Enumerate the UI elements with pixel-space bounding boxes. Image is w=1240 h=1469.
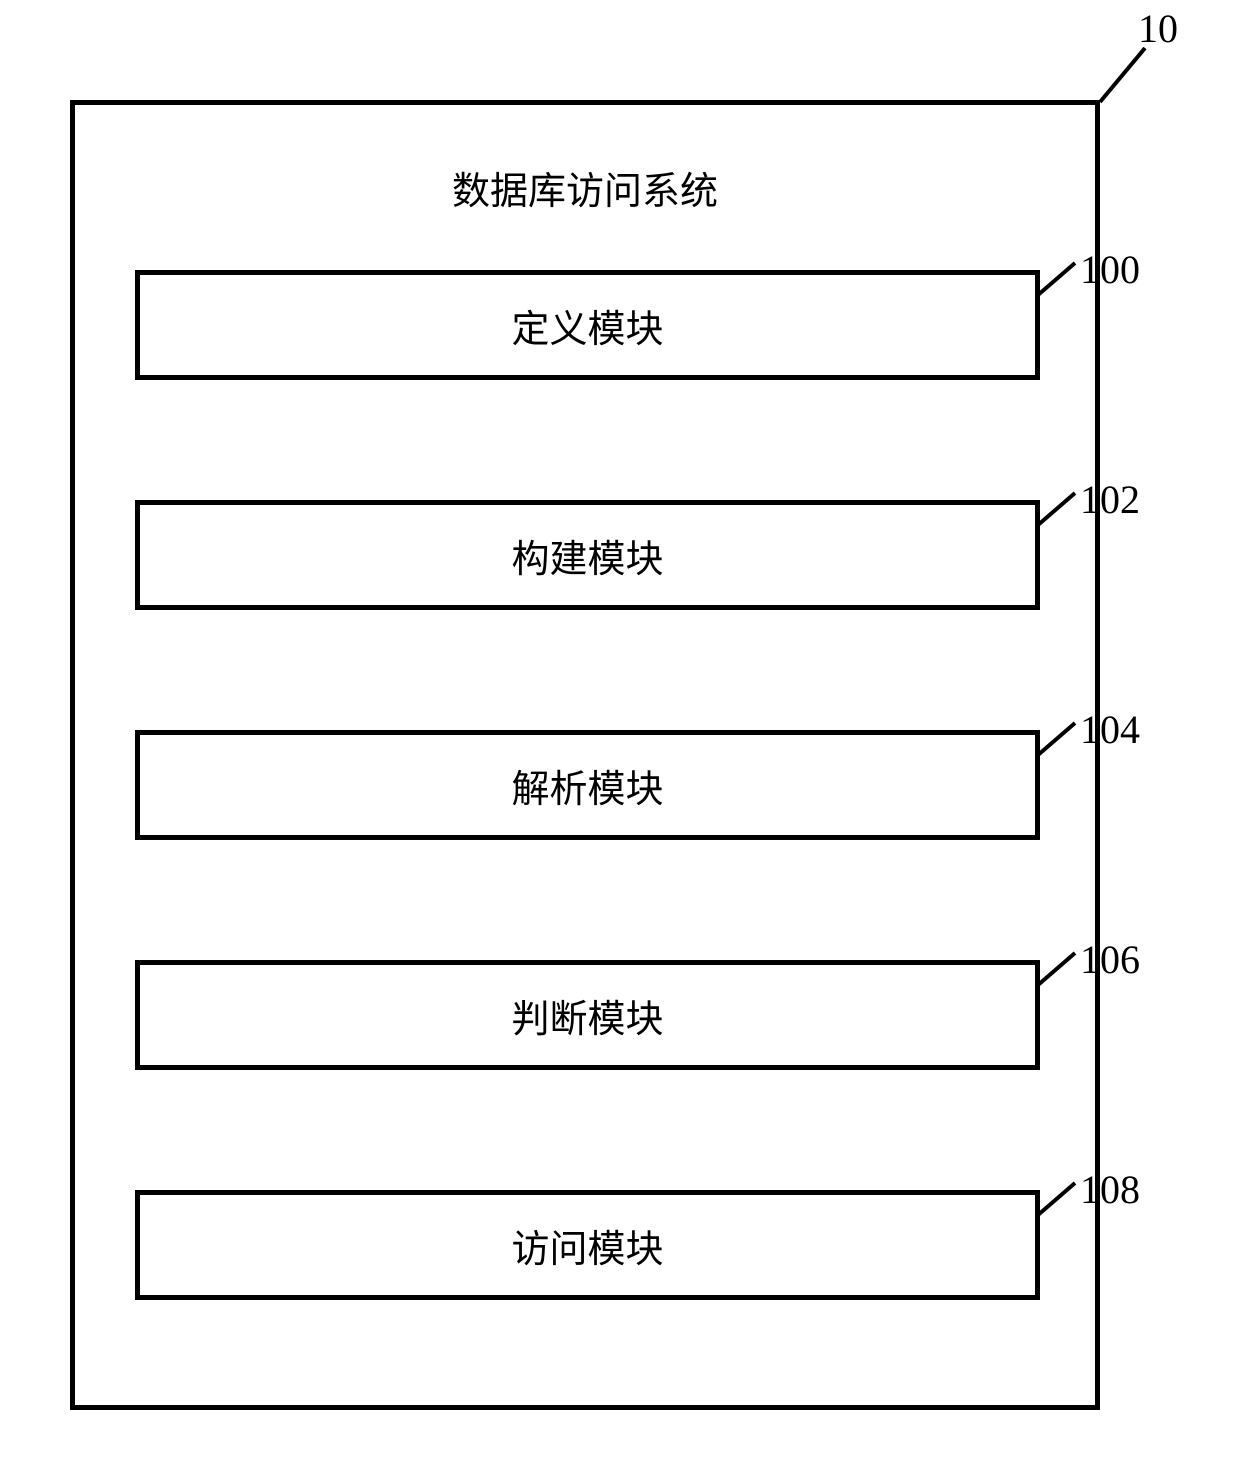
module-box-judge: 判断模块 [135,960,1040,1070]
module-box-access: 访问模块 [135,1190,1040,1300]
callout-label-106: 106 [1080,936,1140,983]
callout-label-container: 10 [1138,5,1178,52]
callout-label-102: 102 [1080,476,1140,523]
module-label: 构建模块 [511,528,663,583]
module-label: 解析模块 [511,758,663,813]
module-box-parse: 解析模块 [135,730,1040,840]
module-label: 判断模块 [511,988,663,1043]
module-label: 定义模块 [511,298,663,353]
system-title: 数据库访问系统 [75,160,1095,215]
module-label: 访问模块 [511,1218,663,1273]
callout-label-100: 100 [1080,246,1140,293]
system-container: 数据库访问系统 定义模块 构建模块 解析模块 判断模块 访问模块 [70,100,1100,1410]
module-box-build: 构建模块 [135,500,1040,610]
callout-label-104: 104 [1080,706,1140,753]
module-box-definition: 定义模块 [135,270,1040,380]
callout-label-108: 108 [1080,1166,1140,1213]
